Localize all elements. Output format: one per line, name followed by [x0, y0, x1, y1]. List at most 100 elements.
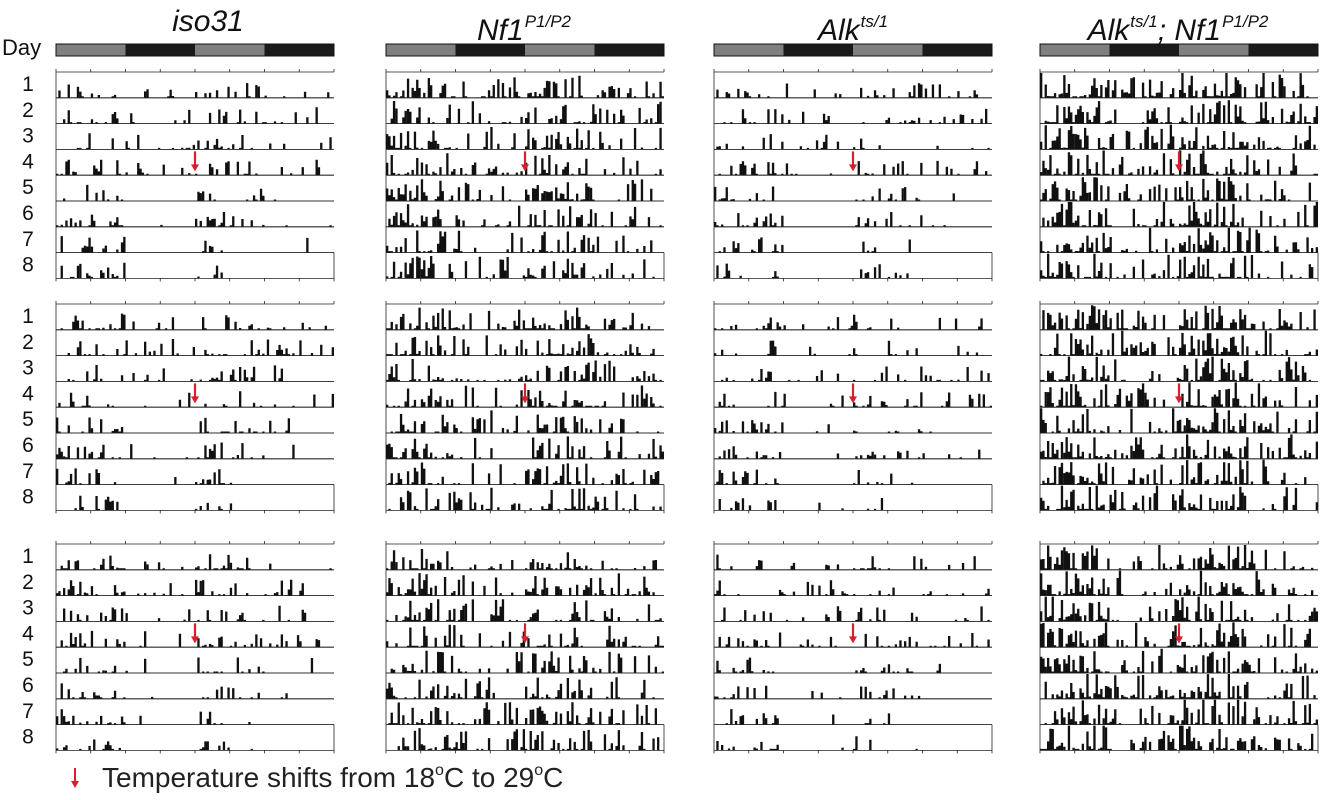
activity-bars — [1042, 202, 1319, 227]
day-label-3: 3 — [22, 597, 34, 620]
activity-bars — [718, 391, 993, 408]
light-dark-segment-light — [714, 44, 784, 56]
activity-bars — [390, 650, 665, 673]
temperature-shift-arrowhead — [1175, 636, 1183, 644]
activity-bars — [60, 313, 328, 330]
light-dark-segment-light — [853, 44, 923, 56]
day-label-8: 8 — [22, 726, 34, 749]
activity-bars — [1040, 73, 1309, 98]
activity-bars — [1040, 622, 1312, 648]
activity-bars — [60, 236, 309, 253]
light-dark-bar-frame — [385, 43, 665, 57]
activity-bars — [56, 417, 291, 433]
activity-bars — [1044, 699, 1319, 725]
activity-bars — [386, 573, 655, 596]
activity-bars — [386, 307, 651, 330]
activity-bars — [1042, 459, 1307, 485]
activity-bars — [1040, 485, 1319, 511]
light-dark-segment-light — [195, 44, 265, 56]
activity-bars — [718, 160, 988, 176]
activity-bars — [56, 159, 321, 176]
activity-bars — [1044, 674, 1316, 699]
activity-bars — [714, 685, 921, 699]
day-label-4: 4 — [22, 382, 34, 405]
activity-bars — [386, 549, 658, 570]
temperature-shift-arrowhead — [1175, 164, 1183, 172]
activity-bars — [1040, 648, 1319, 673]
genotype-title-nf1: Nf1P1/P2 — [477, 12, 571, 47]
activity-bars — [386, 230, 653, 253]
activity-bars — [56, 212, 332, 227]
light-dark-segment-dark — [922, 44, 992, 56]
activity-bars — [714, 314, 983, 330]
activity-bars — [388, 702, 658, 725]
day-label-4: 4 — [22, 622, 34, 645]
day-label-3: 3 — [22, 357, 34, 380]
activity-bars — [1040, 570, 1314, 596]
activity-bars — [56, 709, 251, 725]
activity-bars — [56, 442, 295, 459]
activity-bars — [716, 657, 942, 673]
activity-bars — [386, 153, 662, 176]
day-label-6: 6 — [22, 202, 34, 225]
activity-bars — [1042, 305, 1316, 330]
day-label-1: 1 — [22, 545, 34, 568]
activity-bars — [714, 420, 932, 433]
activity-bars — [67, 365, 284, 382]
activity-bars — [718, 446, 981, 459]
activity-bars — [60, 630, 321, 648]
activity-bars — [388, 462, 660, 485]
activity-bars — [56, 468, 233, 485]
activity-bars — [723, 108, 988, 124]
activity-bars — [1044, 100, 1319, 124]
day-label-1: 1 — [22, 73, 34, 96]
activity-bars — [1040, 408, 1319, 433]
light-dark-bar-frame — [55, 43, 335, 57]
day-axis-label: Day — [2, 35, 42, 60]
genotype-title-alk-nf1: Alkts/1; Nf1P1/P2 — [1087, 12, 1269, 47]
activity-bars — [60, 683, 288, 699]
activity-bars — [386, 359, 662, 382]
activity-bars — [386, 436, 665, 459]
light-dark-segment-dark — [125, 44, 195, 56]
activity-bars — [386, 256, 655, 279]
day-label-8: 8 — [22, 486, 34, 509]
day-label-7: 7 — [22, 700, 34, 723]
light-dark-bar-frame — [1039, 43, 1319, 57]
activity-bars — [63, 605, 307, 622]
day-label-5: 5 — [22, 408, 34, 431]
activity-bars — [718, 498, 884, 511]
activity-bars — [725, 709, 891, 725]
activity-bars — [388, 487, 662, 511]
temperature-shift-arrowhead — [521, 164, 529, 172]
activity-bars — [56, 579, 304, 596]
activity-bars — [1040, 434, 1319, 459]
day-label-6: 6 — [22, 434, 34, 457]
light-dark-segment-dark — [1248, 44, 1318, 56]
activity-bars — [721, 366, 990, 382]
activity-bars — [1040, 177, 1312, 201]
day-label-4: 4 — [22, 150, 34, 173]
light-dark-segment-light — [1040, 44, 1110, 56]
temperature-shift-arrowhead — [191, 636, 199, 644]
light-dark-segment-light — [1179, 44, 1249, 56]
activity-bars — [386, 126, 662, 150]
light-dark-segment-light — [386, 44, 456, 56]
activity-bars — [716, 83, 979, 98]
activity-bars — [397, 728, 660, 751]
activity-bars — [1040, 545, 1314, 570]
activity-bars — [716, 134, 990, 150]
activity-bars — [388, 204, 662, 227]
day-label-7: 7 — [22, 460, 34, 483]
activity-bars — [58, 83, 330, 98]
day-label-5: 5 — [22, 648, 34, 671]
temperature-shift-arrowhead — [1175, 396, 1183, 404]
activity-bars — [714, 212, 946, 227]
activity-bars — [60, 554, 332, 570]
activity-bars — [1040, 725, 1314, 751]
activity-bars — [714, 340, 979, 356]
activity-bars — [1040, 356, 1312, 382]
activity-bars — [386, 334, 655, 356]
day-label-3: 3 — [22, 125, 34, 148]
